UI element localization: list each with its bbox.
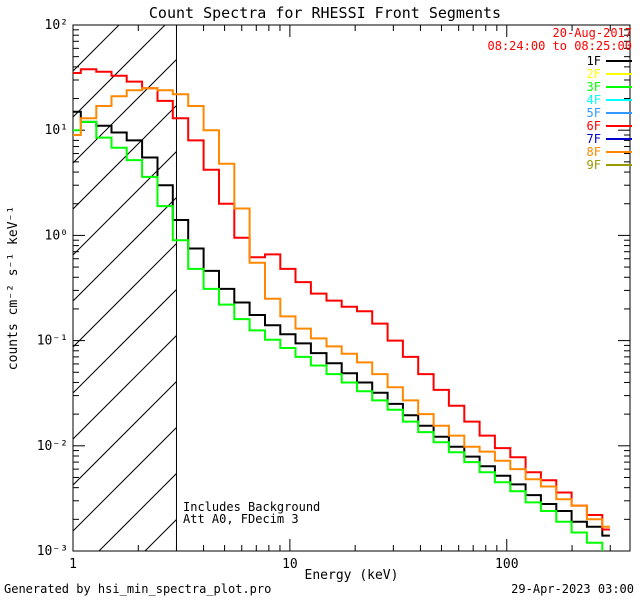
chart-title: Count Spectra for RHESSI Front Segments xyxy=(148,4,502,22)
x-tick-label-1: 1 xyxy=(69,557,77,572)
legend-line-5F xyxy=(606,112,632,114)
annotation-includes-background: Includes Background xyxy=(183,500,321,514)
legend-label-2F: 2F xyxy=(586,67,601,81)
legend-label-9F: 9F xyxy=(586,158,601,172)
y-tick-label-4: 10⁻² xyxy=(37,439,68,454)
x-tick-label-10: 10 xyxy=(282,557,298,572)
observation-date: 20-Aug-2017 xyxy=(552,26,632,40)
legend-item-1F: 1F xyxy=(587,55,632,67)
y-tick-label-2: 10⁰ xyxy=(45,228,68,243)
legend-label-1F: 1F xyxy=(586,54,601,68)
legend-line-2F xyxy=(606,73,632,75)
hatch-region xyxy=(73,25,177,551)
legend-label-3F: 3F xyxy=(586,80,601,94)
legend-item-4F: 4F xyxy=(587,94,632,106)
series-3F-curve xyxy=(73,120,604,551)
y-axis-label: counts cm⁻² s⁻¹ keV⁻¹ xyxy=(6,206,21,370)
y-tick-label-5: 10⁻³ xyxy=(37,544,68,559)
legend-line-4F xyxy=(606,99,632,101)
legend-item-8F: 8F xyxy=(587,146,632,158)
series-6F-curve xyxy=(73,68,610,531)
legend-item-6F: 6F xyxy=(587,120,632,132)
legend-line-8F xyxy=(606,151,632,153)
legend-item-7F: 7F xyxy=(587,133,632,145)
legend-label-6F: 6F xyxy=(586,119,601,133)
footer-generated-by: Generated by hsi_min_spectra_plot.pro xyxy=(4,582,272,596)
legend-label-7F: 7F xyxy=(586,132,601,146)
plot-frame xyxy=(72,24,631,552)
legend-line-9F xyxy=(606,164,632,166)
legend-item-9F: 9F xyxy=(587,159,632,171)
spectra-curves xyxy=(73,68,610,551)
legend-label-4F: 4F xyxy=(586,93,601,107)
legend-line-7F xyxy=(606,138,632,140)
observation-time-range: 08:24:00 to 08:25:00 xyxy=(487,39,633,53)
x-axis-label: Energy (keV) xyxy=(304,568,399,583)
legend-item-2F: 2F xyxy=(587,68,632,80)
y-tick-label-0: 10² xyxy=(45,18,68,33)
legend-item-3F: 3F xyxy=(587,81,632,93)
y-tick-label-1: 10¹ xyxy=(45,123,68,138)
legend: 1F 2F 3F 4F 5F 6F 7F 8F 9F xyxy=(587,55,632,171)
legend-item-5F: 5F xyxy=(587,107,632,119)
legend-line-6F xyxy=(606,125,632,127)
legend-label-8F: 8F xyxy=(586,145,601,159)
series-8F-curve xyxy=(73,87,610,528)
annotation-attenuator-state: Att A0, FDecim 3 xyxy=(183,512,299,526)
axis-ticks xyxy=(72,24,630,552)
legend-line-1F xyxy=(606,60,632,62)
y-tick-label-3: 10⁻¹ xyxy=(37,334,68,349)
footer-timestamp: 29-Apr-2023 03:00 xyxy=(511,582,634,596)
x-tick-label-100: 100 xyxy=(495,557,518,572)
legend-line-3F xyxy=(606,86,632,88)
legend-label-5F: 5F xyxy=(586,106,601,120)
